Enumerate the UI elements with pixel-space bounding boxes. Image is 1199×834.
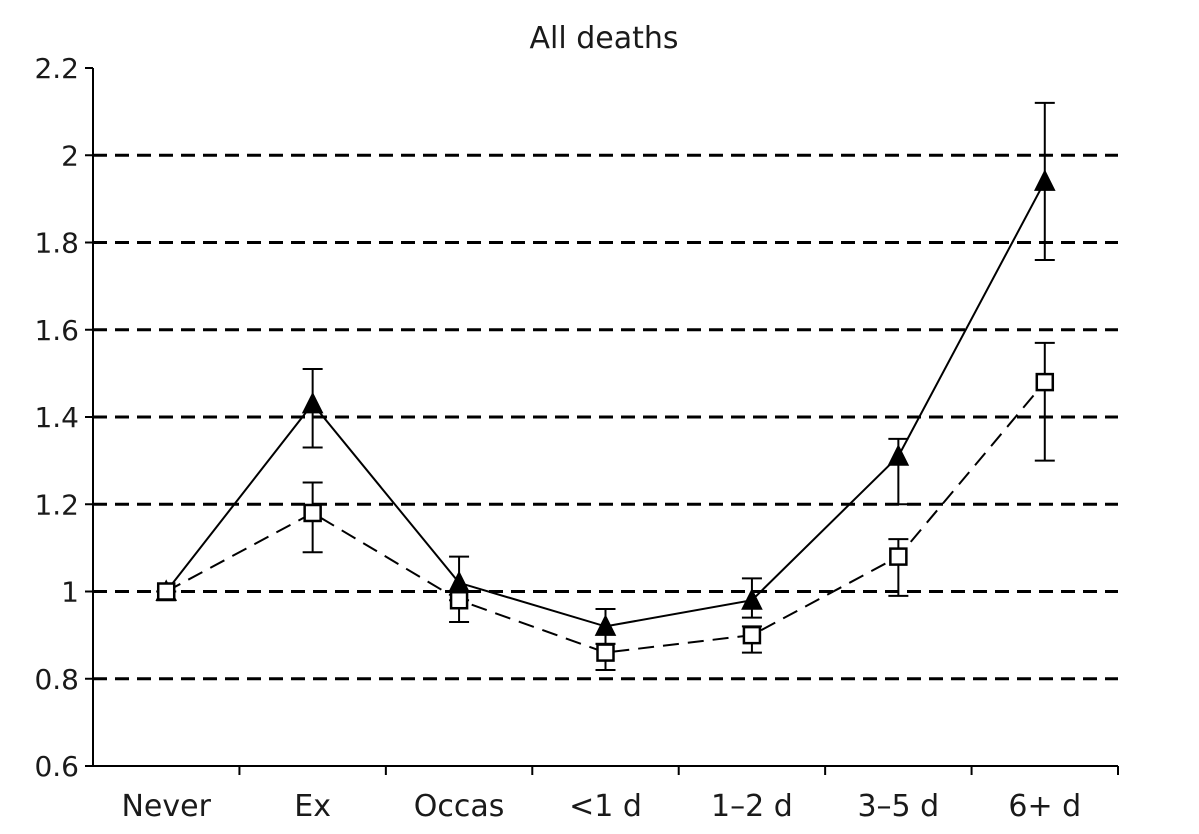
data-point-triangle <box>301 391 324 414</box>
y-tick-label: 1.8 <box>34 227 79 260</box>
y-tick-label: 2.2 <box>34 52 79 85</box>
data-point-triangle <box>1033 169 1056 191</box>
x-tick-label: Ex <box>294 789 331 824</box>
data-point-square <box>1035 372 1055 392</box>
data-point-square <box>449 590 469 610</box>
y-tick-label: 2 <box>61 139 79 172</box>
x-tick-label: <1 d <box>569 789 642 824</box>
y-tick-label: 1.6 <box>34 314 79 347</box>
data-point-square <box>889 547 908 566</box>
data-point-square <box>303 503 322 523</box>
series-line-filled-triangle <box>165 180 1046 628</box>
x-tick-label: 1–2 d <box>711 789 793 824</box>
x-tick-label: 3–5 d <box>857 789 939 824</box>
x-tick-label: Occas <box>414 789 505 824</box>
y-tick-label: 1.4 <box>34 401 79 434</box>
data-point-triangle <box>887 444 910 466</box>
axes-layer: 0.6 0.8 1 1.2 1.4 1.6 1.8 2 2.2 Never Ex Occas <1 d 1… <box>34 52 1119 824</box>
data-point-square <box>156 582 176 601</box>
grid-layer <box>93 153 1118 681</box>
data-point-square <box>596 643 615 662</box>
y-tick-label: 0.8 <box>34 663 79 696</box>
data-point-triangle <box>594 614 617 636</box>
series-layer <box>155 101 1056 672</box>
y-tick-label: 1 <box>61 576 79 609</box>
chart-title: All deaths <box>529 21 678 56</box>
data-point-square <box>742 625 762 645</box>
data-point-triangle <box>741 588 763 610</box>
y-tick-label: 1.2 <box>34 488 79 521</box>
y-tick-label: 0.6 <box>34 750 79 783</box>
x-tick-label: 6+ d <box>1008 789 1081 824</box>
x-tick-label: Never <box>121 789 211 824</box>
